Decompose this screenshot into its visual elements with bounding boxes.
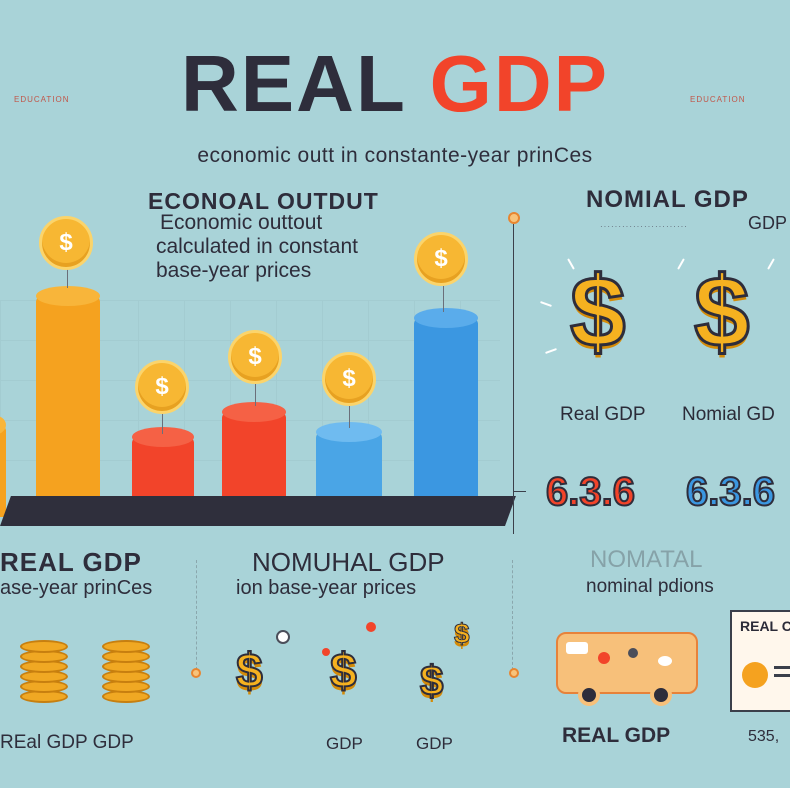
title-real: REAL	[181, 39, 406, 128]
bottom-label-3: GDP	[416, 734, 453, 753]
left-desc-1: Economic outtout	[160, 211, 323, 234]
dollar-icon-2: $	[329, 645, 358, 698]
report-card: REAL C	[730, 610, 790, 712]
page-subtitle: economic outt in constante-year prinCes	[197, 144, 593, 167]
divider-dot	[508, 212, 520, 224]
label-nominal-gdp: Nomial GD	[682, 404, 775, 425]
col3-title: NOMATAL	[590, 546, 703, 573]
divider-line	[513, 224, 514, 534]
label-real-gdp: Real GDP	[560, 404, 646, 425]
col1-sub: ase-year prinCes	[0, 577, 153, 599]
right-sub: GDP	[748, 213, 788, 233]
dollar-icon-big-1: $	[569, 256, 628, 368]
dollar-icon-1: $	[235, 645, 264, 698]
dollar-icon-3: $	[419, 657, 444, 704]
chart-base	[0, 496, 516, 526]
right-small-caption: ························	[600, 222, 688, 231]
number-right: 6.3.6	[685, 469, 776, 515]
bottom-label-2: GDP	[326, 734, 363, 753]
dollar-icon-big-2: $	[693, 256, 752, 368]
bar-edge-orange	[0, 415, 6, 517]
bottom-label-4: REAL GDP	[562, 724, 671, 747]
bottom-card-number: 535,	[748, 728, 780, 745]
connector-dot-2	[509, 668, 519, 678]
left-heading: ECONOAL OUTDUT	[148, 188, 379, 214]
left-desc-2: calculated in constant	[156, 235, 358, 258]
right-heading: NOMIAL GDP	[586, 186, 749, 213]
number-left: 6.3.6	[545, 469, 636, 515]
tag-left: EDUCATION	[14, 95, 70, 104]
page-title: REAL GDP	[0, 44, 790, 124]
small-circle-icon	[276, 630, 290, 644]
tag-right: EDUCATION	[690, 95, 746, 104]
title-gdp: GDP	[429, 39, 609, 128]
col2-title: NOMUHAL GDP	[252, 547, 445, 577]
bottom-label-1: REal GDP GDP	[0, 732, 134, 753]
coin-4: $	[322, 352, 376, 406]
left-desc-3: base-year prices	[156, 259, 312, 282]
coin-1: $	[39, 216, 93, 270]
dollar-icon-4: $	[454, 618, 471, 649]
coin-5: $	[414, 232, 468, 286]
col3-sub: nominal pdions	[586, 576, 714, 597]
coin-2: $	[135, 360, 189, 414]
connector-dot-1	[191, 668, 201, 678]
col1-title: REAL GDP	[0, 547, 142, 577]
bar-5	[414, 308, 478, 517]
bar-1	[36, 286, 100, 517]
card-title: REAL C	[740, 618, 790, 634]
col2-sub: ion base-year prices	[236, 577, 417, 599]
coin-3: $	[228, 330, 282, 384]
truck-icon	[556, 632, 698, 694]
